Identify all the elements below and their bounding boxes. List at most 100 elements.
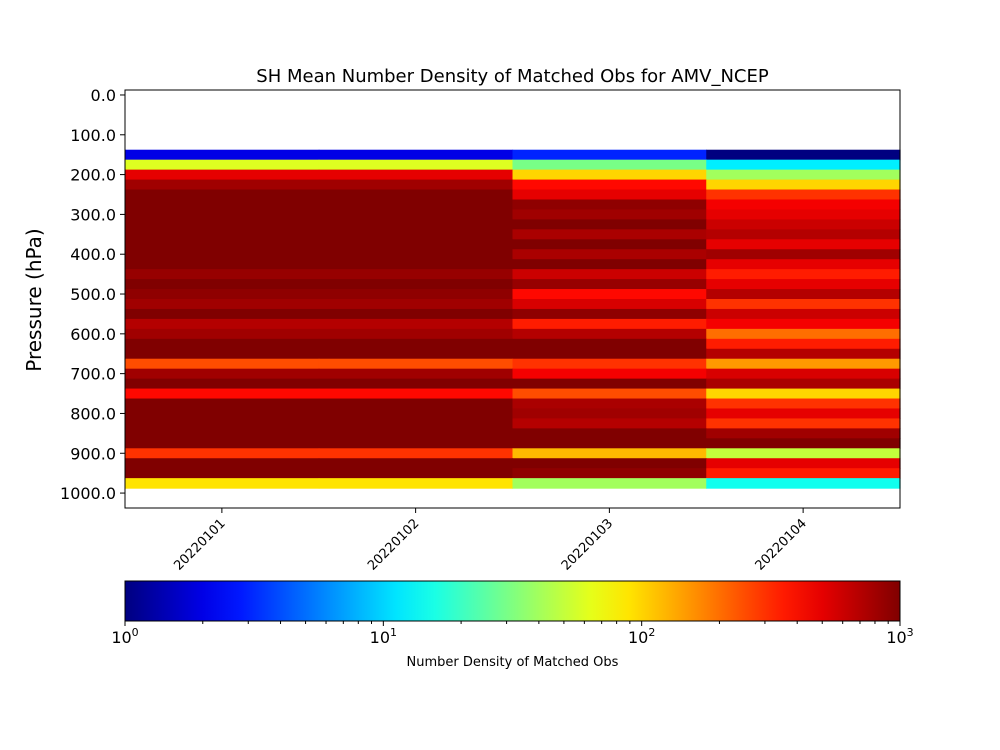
heatmap-cell xyxy=(706,418,901,429)
x-tick-label: 20220103 xyxy=(559,516,616,573)
heatmap-cell xyxy=(512,358,707,370)
heatmap-cell xyxy=(318,338,514,350)
heatmap-cell xyxy=(318,299,514,310)
heatmap-cell xyxy=(318,229,514,240)
heatmap-cell xyxy=(318,428,514,439)
y-tick-label: 200.0 xyxy=(70,166,116,185)
heatmap-cell xyxy=(512,348,707,360)
heatmap-cell xyxy=(512,269,707,280)
heatmap-cell xyxy=(706,378,901,390)
heatmap-cell xyxy=(318,358,514,370)
heatmap-cell xyxy=(706,179,901,191)
colorbar-tick-label: 103 xyxy=(886,626,913,647)
heatmap-cell xyxy=(512,408,707,420)
heatmap-cell xyxy=(706,259,901,270)
heatmap-cell xyxy=(512,239,707,250)
heatmap-cell xyxy=(125,338,320,350)
heatmap-cell xyxy=(706,478,901,489)
heatmap-cell xyxy=(318,209,514,220)
y-tick-label: 700.0 xyxy=(70,365,116,384)
heatmap-cell xyxy=(125,398,320,410)
heatmap-cell xyxy=(125,378,320,390)
y-tick-label: 600.0 xyxy=(70,325,116,344)
heatmap-cell xyxy=(706,189,901,201)
heatmap-cell xyxy=(706,448,901,459)
heatmap-cell xyxy=(318,448,514,459)
x-tick-label: 20220104 xyxy=(753,516,810,573)
heatmap-cell xyxy=(706,299,901,310)
heatmap-cell xyxy=(318,458,514,469)
heatmap-cell xyxy=(512,328,707,340)
colorbar-tick-base: 10 xyxy=(111,628,131,647)
heatmap-cell xyxy=(512,318,707,330)
heatmap-cell xyxy=(318,348,514,360)
heatmap-cell xyxy=(512,169,707,181)
heatmap-cell xyxy=(125,418,320,429)
heatmap-cell xyxy=(125,368,320,380)
heatmap-cell xyxy=(706,388,901,400)
heatmap-cell xyxy=(706,219,901,230)
heatmap-cell xyxy=(125,289,320,300)
heatmap-cell xyxy=(706,159,901,171)
heatmap-cell xyxy=(512,219,707,230)
heatmap-cell xyxy=(125,388,320,400)
heatmap-cell xyxy=(706,398,901,410)
heatmap-cell xyxy=(125,179,320,191)
chart-title: SH Mean Number Density of Matched Obs fo… xyxy=(256,66,769,87)
heatmap-cell xyxy=(512,149,707,161)
heatmap-cell xyxy=(512,199,707,211)
heatmap-cell xyxy=(125,229,320,240)
heatmap-cell xyxy=(318,189,514,201)
heatmap-cell xyxy=(318,438,514,449)
heatmap-cell xyxy=(706,328,901,340)
heatmap-cell xyxy=(125,149,320,161)
heatmap-cell xyxy=(125,249,320,260)
y-tick-label: 300.0 xyxy=(70,205,116,224)
heatmap-cell xyxy=(125,308,320,320)
heatmap-cell xyxy=(125,169,320,181)
heatmap-cell xyxy=(125,468,320,479)
heatmap-cell xyxy=(706,269,901,280)
heatmap-cell xyxy=(706,468,901,479)
heatmap-cell xyxy=(125,328,320,340)
heatmap-cell xyxy=(125,348,320,360)
heatmap-cell xyxy=(512,249,707,260)
colorbar-tick-exponent: 1 xyxy=(390,626,397,639)
heatmap-cell xyxy=(512,179,707,191)
heatmap-cell xyxy=(706,458,901,469)
colorbar-label: Number Density of Matched Obs xyxy=(407,655,619,670)
heatmap-cell xyxy=(125,199,320,211)
heatmap-cell xyxy=(125,448,320,459)
heatmap-cell xyxy=(318,259,514,270)
heatmap-cell xyxy=(318,249,514,260)
colorbar-tick-base: 10 xyxy=(370,628,390,647)
heatmap-cell xyxy=(512,308,707,320)
heatmap-cell xyxy=(512,229,707,240)
colorbar-tick-label: 101 xyxy=(370,626,397,647)
heatmap-cell xyxy=(512,368,707,380)
heatmap-cell xyxy=(512,378,707,390)
heatmap-cell xyxy=(706,318,901,330)
heatmap-cell xyxy=(318,378,514,390)
y-tick-label: 900.0 xyxy=(70,444,116,463)
heatmap-cell xyxy=(318,418,514,429)
y-tick-label: 500.0 xyxy=(70,285,116,304)
heatmap-cell xyxy=(706,348,901,360)
heatmap-cell xyxy=(706,249,901,260)
heatmap-cell xyxy=(125,159,320,171)
heatmap-cell xyxy=(706,438,901,449)
heatmap-cell xyxy=(512,159,707,171)
y-axis-ticks: 0.0 100.0 200.0 300.0 400.0 500.0 600.0 700.0 80… xyxy=(60,86,125,503)
heatmap-cell xyxy=(512,428,707,439)
heatmap-cell xyxy=(318,279,514,290)
x-tick-label: 20220102 xyxy=(365,516,422,573)
heatmap-cell xyxy=(318,308,514,320)
heatmap-cell xyxy=(318,269,514,280)
heatmap-cell xyxy=(512,299,707,310)
heatmap-cell xyxy=(706,279,901,290)
colorbar-tick-exponent: 2 xyxy=(648,626,655,639)
colorbar-tick-base: 10 xyxy=(628,628,648,647)
x-axis-ticks: 20220101 20220102 20220103 20220104 xyxy=(171,508,810,574)
heatmap-cell xyxy=(512,279,707,290)
